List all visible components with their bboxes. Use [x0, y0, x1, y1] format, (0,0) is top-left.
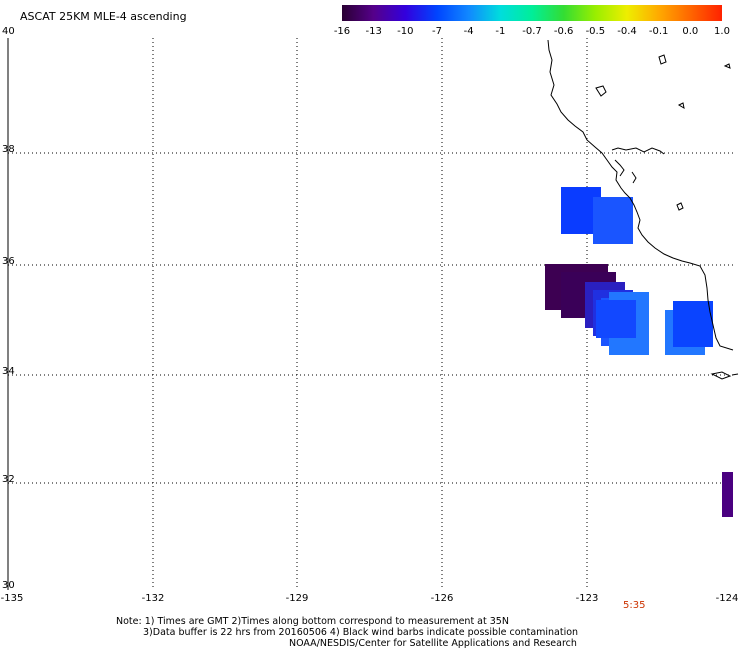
x-tick-label: -129: [285, 593, 309, 604]
x-tick-label: -123: [575, 593, 599, 604]
note-line-1: Note: 1) Times are GMT 2)Times along bot…: [116, 616, 509, 627]
swath-cell: [673, 301, 713, 347]
colorbar-tick-label: -16: [333, 26, 351, 37]
swath-cell: [593, 197, 633, 244]
x-tick-label: -135: [0, 593, 24, 604]
colorbar-tick-label: -4: [463, 26, 474, 37]
colorbar-tick-label: -0.7: [522, 26, 542, 37]
y-tick-label: 38: [2, 144, 15, 155]
swath-cell: [722, 472, 733, 517]
wind-swaths: [545, 187, 733, 517]
colorbar-tick-label: -10: [397, 26, 414, 37]
colorbar-tick-label: -0.6: [553, 26, 574, 37]
colorbar-tick-label: -1: [495, 26, 506, 37]
x-tick-label: -126: [430, 593, 454, 604]
colorbar: [342, 5, 722, 21]
map-title: ASCAT 25KM MLE-4 ascending: [20, 10, 187, 23]
x-tick-label: -124: [715, 593, 739, 604]
colorbar-tick-label: 1.0: [714, 26, 730, 37]
y-tick-label: 40: [2, 26, 15, 37]
colorbar-tick-label: -7: [432, 26, 442, 37]
colorbar-tick-label: 0.0: [682, 26, 699, 37]
colorbar-tick-label: -0.5: [585, 26, 606, 37]
colorbar-gradient: [342, 5, 722, 21]
note-line-2: 3)Data buffer is 22 hrs from 20160506 4)…: [143, 627, 579, 638]
y-tick-label: 30: [2, 580, 15, 591]
colorbar-tick-label: -0.1: [648, 26, 669, 37]
colorbar-tick-label: -13: [365, 26, 382, 37]
x-tick-label: -132: [141, 593, 165, 604]
y-tick-label: 32: [2, 474, 15, 485]
coastline: [547, 39, 739, 380]
note-line-3: NOAA/NESDIS/Center for Satellite Applica…: [289, 638, 577, 649]
y-tick-label: 34: [2, 366, 15, 377]
colorbar-tick-label: -0.4: [617, 26, 637, 37]
colorbar-labels: -16 -13 -10 -7 -4 -1 -0.7 -0.6 -0.5 -0.4 -0.1 0.0 1.…: [330, 26, 740, 40]
time-label: 5:35: [623, 600, 646, 611]
swath-cell: [596, 300, 636, 338]
y-tick-label: 36: [2, 256, 15, 267]
